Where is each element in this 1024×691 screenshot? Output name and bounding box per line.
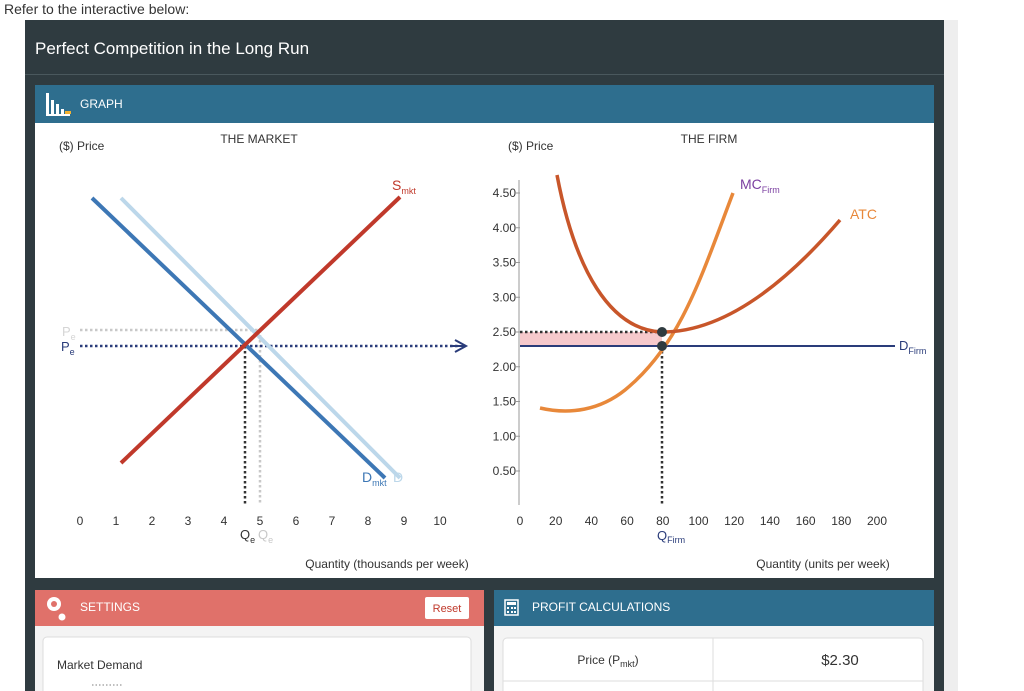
table-cell: Price (Pmkt) xyxy=(577,653,638,669)
x-tick-label: 120 xyxy=(724,514,744,528)
reset-label[interactable]: Reset xyxy=(433,603,462,615)
profit-area xyxy=(520,332,662,346)
demand-curve-old xyxy=(119,196,402,480)
x-tick-label: 60 xyxy=(620,514,634,528)
x-tick-label: 180 xyxy=(831,514,851,528)
x-tick-label: 160 xyxy=(796,514,816,528)
point[interactable] xyxy=(657,341,667,351)
graph-icon xyxy=(46,93,71,116)
x-axis-label: Quantity (units per week) xyxy=(756,557,889,571)
x-tick-label: 9 xyxy=(401,514,408,528)
y-tick-label: 0.50 xyxy=(493,464,517,478)
y-axis-label: ($) Price xyxy=(508,139,554,153)
market-demand-label: Market Demand xyxy=(57,658,142,672)
x-ticks: 0 1 2 3 4 5 6 7 8 9 10 xyxy=(77,514,447,528)
scrollbar[interactable] xyxy=(944,20,958,691)
y-tick-label: 4.00 xyxy=(493,221,517,235)
y-axis-label: ($) Price xyxy=(59,139,105,153)
x-tick-label: 10 xyxy=(433,514,447,528)
x-tick-label: 2 xyxy=(149,514,156,528)
graph-area xyxy=(35,123,934,578)
y-tick-label: 2.00 xyxy=(493,360,517,374)
x-tick-label: 100 xyxy=(688,514,708,528)
y-tick-label: 4.50 xyxy=(493,186,517,200)
arrow xyxy=(452,339,469,353)
demand-label: Dmkt xyxy=(362,469,387,488)
reset-button[interactable] xyxy=(425,597,469,619)
x-axis-label: Quantity (thousands per week) xyxy=(305,557,468,571)
chart-title: THE FIRM xyxy=(681,132,738,146)
instruction: Refer to the interactive below: xyxy=(4,1,189,17)
x-tick-label: 0 xyxy=(77,514,84,528)
calculator-icon xyxy=(504,599,519,616)
supply-label: Smkt xyxy=(392,177,416,196)
mc-curve xyxy=(539,192,735,413)
settings-icon xyxy=(47,597,66,621)
x-tick-label: 4 xyxy=(221,514,228,528)
supply-curve xyxy=(119,195,402,465)
y-tick-label: 1.00 xyxy=(493,429,517,443)
quantity-label: Qe xyxy=(240,527,255,545)
x-tick-label: 1 xyxy=(113,514,120,528)
x-ticks: 0 20 40 60 80 100 120 140 160 180 200 xyxy=(517,514,888,528)
divider xyxy=(25,74,944,75)
table-cell: $2.30 xyxy=(821,652,859,669)
x-tick-label: 8 xyxy=(365,514,372,528)
profit-header xyxy=(494,590,934,626)
x-tick-label: 6 xyxy=(293,514,300,528)
chart-title: THE MARKET xyxy=(220,132,298,146)
price-label-old: Pe xyxy=(62,324,76,342)
point[interactable] xyxy=(657,327,667,337)
y-tick-label: 3.50 xyxy=(493,256,517,270)
x-tick-label: 40 xyxy=(585,514,599,528)
graph-heading: GRAPH xyxy=(80,97,123,111)
atc-label: ATC xyxy=(850,206,877,222)
graph-header xyxy=(35,85,934,123)
x-tick-label: 20 xyxy=(549,514,563,528)
quantity-label-old: Qe xyxy=(258,527,273,545)
x-tick-label: 0 xyxy=(517,514,524,528)
demand-label-old: D xyxy=(393,469,403,485)
y-tick-label: 3.00 xyxy=(493,290,517,304)
y-ticks: 4.50 4.00 3.50 3.00 2.50 2.00 1.50 1.00 0.50 xyxy=(493,186,520,478)
settings-heading: SETTINGS xyxy=(80,600,140,614)
x-tick-label: 140 xyxy=(760,514,780,528)
demand-curve xyxy=(90,196,387,480)
profit-heading: PROFIT CALCULATIONS xyxy=(532,600,670,614)
x-tick-label: 3 xyxy=(185,514,192,528)
settings-header xyxy=(35,590,484,626)
firm-demand-label: DFirm xyxy=(899,338,926,356)
mc-label: MCFirm xyxy=(740,176,780,195)
x-tick-label: 5 xyxy=(257,514,264,528)
price-label: Pe xyxy=(61,339,75,357)
x-tick-label: 7 xyxy=(329,514,336,528)
y-tick-label: 1.50 xyxy=(493,395,517,409)
market-demand-box xyxy=(42,636,472,691)
title: Perfect Competition in the Long Run xyxy=(35,39,309,58)
x-tick-label: 200 xyxy=(867,514,887,528)
x-tick-label: 80 xyxy=(656,514,670,528)
y-tick-label: 2.50 xyxy=(493,325,517,339)
firm-quantity-label: QFirm xyxy=(657,528,685,545)
